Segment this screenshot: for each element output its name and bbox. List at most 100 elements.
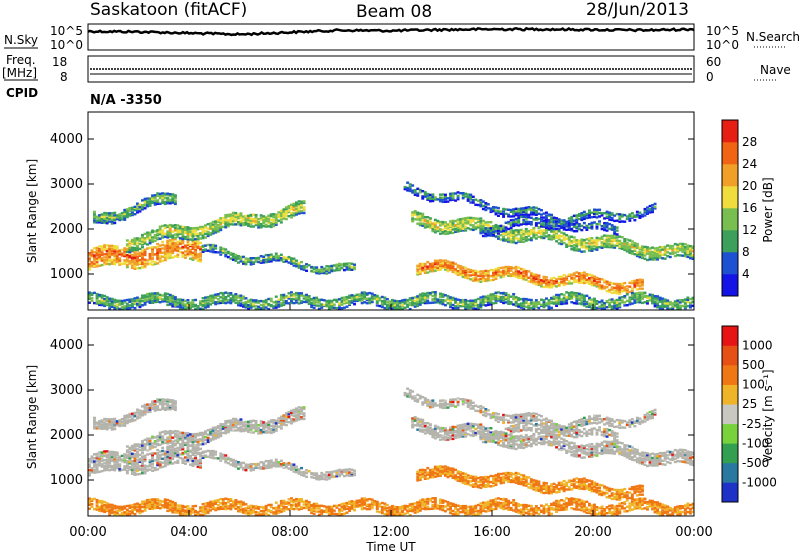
- power-cell: [608, 290, 612, 293]
- power-cell: [300, 203, 304, 206]
- power-cell: [479, 205, 483, 208]
- power-cell: [585, 212, 589, 216]
- velocity-cell: [191, 453, 195, 456]
- power-cell: [638, 284, 642, 287]
- power-cell: [259, 260, 263, 263]
- power-cell: [529, 216, 533, 219]
- power-cell: [595, 283, 599, 287]
- power-cell: [509, 302, 513, 305]
- power-cell: [648, 211, 652, 214]
- power-cell: [529, 213, 533, 216]
- power-cell: [330, 267, 334, 270]
- power-cell: [565, 282, 569, 285]
- velocity-cell: [161, 449, 165, 453]
- power-cell: [433, 198, 437, 201]
- power-cell: [610, 213, 614, 216]
- velocity-cell: [130, 414, 134, 417]
- velocity-cell: [151, 436, 155, 440]
- power-cell: [214, 226, 218, 229]
- power-cell: [158, 237, 162, 240]
- power-cell: [502, 213, 506, 216]
- power-cell: [673, 302, 677, 305]
- power-cell: [239, 260, 243, 263]
- power-cell: [360, 301, 364, 305]
- power-cell: [383, 299, 387, 302]
- velocity-cell: [214, 453, 218, 456]
- power-cell: [635, 215, 639, 218]
- power-cell: [464, 303, 468, 306]
- power-cell: [88, 293, 91, 296]
- power-cell: [580, 212, 584, 215]
- power-cell: [93, 301, 96, 305]
- velocity-cell: [103, 459, 107, 462]
- velocity-cell: [93, 468, 96, 471]
- velocity-cell: [156, 405, 160, 408]
- power-cell: [481, 278, 485, 281]
- power-cell: [100, 300, 104, 304]
- power-cell: [110, 300, 114, 303]
- velocity-cell: [219, 432, 223, 436]
- power-cell: [93, 262, 96, 265]
- power-cell: [168, 244, 172, 247]
- power-cell: [532, 301, 536, 304]
- velocity-cell: [156, 438, 160, 442]
- power-cell: [486, 232, 490, 235]
- velocity-cell: [168, 433, 172, 437]
- velocity-cell: [194, 432, 198, 436]
- power-cell: [582, 281, 586, 285]
- power-cell: [130, 305, 134, 309]
- power-cell: [524, 215, 528, 218]
- power-cell: [557, 284, 561, 288]
- power-cell: [600, 246, 604, 249]
- power-cell: [656, 306, 660, 309]
- power-cell: [151, 194, 155, 197]
- power-cell: [615, 219, 619, 222]
- power-cell: [178, 227, 182, 230]
- power-cell: [524, 235, 528, 239]
- power-cell: [433, 299, 437, 302]
- power-cell: [161, 240, 165, 244]
- power-cell: [625, 288, 629, 291]
- power-cell: [661, 300, 665, 303]
- power-cell: [542, 231, 546, 235]
- velocity-cell: [156, 457, 160, 460]
- power-cell: [290, 297, 293, 301]
- power-cell: [108, 307, 112, 310]
- power-cell: [459, 224, 463, 227]
- power-cell: [416, 194, 420, 197]
- power-cell: [191, 227, 195, 230]
- velocity-cell: [272, 461, 276, 464]
- velocity-cell: [171, 442, 175, 445]
- power-cell: [512, 295, 516, 298]
- velocity-cell: [110, 420, 114, 424]
- beam-title: Beam 08: [356, 2, 432, 22]
- power-cell: [484, 304, 488, 307]
- power-cell: [231, 223, 235, 226]
- velocity-cell: [105, 425, 109, 429]
- power-cell: [476, 303, 480, 307]
- power-cell: [676, 305, 680, 309]
- velocity-cell: [249, 428, 253, 431]
- power-cell: [118, 301, 122, 304]
- power-cell: [191, 301, 195, 305]
- power-cell: [605, 282, 609, 286]
- velocity-cell: [201, 435, 205, 439]
- power-cell: [269, 260, 273, 263]
- power-cell: [582, 250, 586, 253]
- power-cell: [118, 303, 122, 306]
- power-cell: [216, 298, 220, 301]
- power-cell: [421, 266, 425, 269]
- velocity-cell: [158, 456, 162, 459]
- power-cell: [542, 285, 546, 289]
- power-cell: [418, 272, 422, 275]
- power-cell: [598, 246, 602, 249]
- power-cell: [590, 303, 594, 306]
- velocity-cell: [168, 400, 172, 404]
- power-cell: [570, 229, 574, 232]
- power-cell: [130, 256, 134, 259]
- velocity-cell: [214, 426, 218, 429]
- velocity-cell: [113, 420, 117, 423]
- power-cell: [663, 249, 667, 252]
- power-cell: [113, 219, 117, 222]
- power-cell: [199, 254, 203, 257]
